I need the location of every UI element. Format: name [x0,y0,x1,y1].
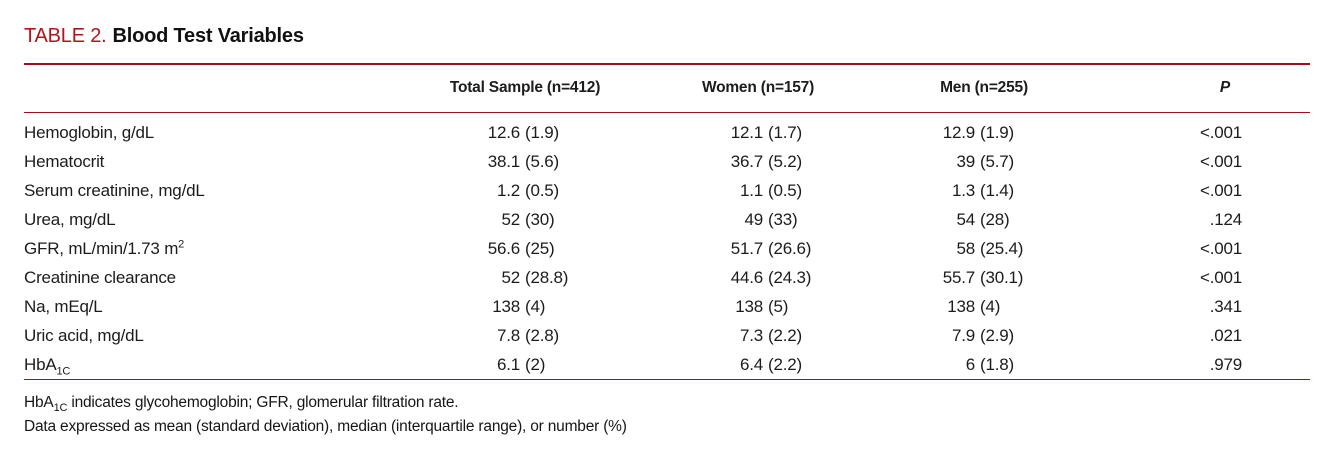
cell-p-value: <.001 [1199,267,1242,287]
footnote-abbreviations: HbA1C indicates glycohemoglobin; GFR, gl… [24,393,459,414]
table-row: Creatinine clearance 52 (28.8) 44.6 (24.3)… [24,263,1310,292]
cell-total: 52 (28.8) [501,267,569,287]
cell-men: 12.9 (1.9) [942,122,1014,142]
table-row: Serum creatinine, mg/dL 1.2 (0.5) 1.1 (0.5… [24,176,1310,205]
column-header-variable [24,65,430,113]
row-label: Urea, mg/dL [24,209,116,229]
table-row: GFR, mL/min/1.73 m2 56.6 (25) 51.7 (26.6) … [24,234,1310,263]
cell-women: 7.3 (2.2) [739,325,802,345]
table-row: Hemoglobin, g/dL 12.6 (1.9) 12.1 (1.7) 12.… [24,112,1310,147]
table-footnotes: HbA1C indicates glycohemoglobin; GFR, gl… [24,391,1310,439]
cell-total: 56.6 (25) [487,238,555,258]
column-header-women: Women (n=157) [620,65,860,113]
row-label: Uric acid, mg/dL [24,325,144,345]
cell-men: 6 (1.8) [965,354,1014,374]
row-label: Na, mEq/L [24,296,103,316]
row-label: Creatinine clearance [24,267,176,287]
cell-women: 138 (5) [735,296,789,316]
cell-men: 54 (28) [956,209,1010,229]
cell-women: 12.1 (1.7) [730,122,802,142]
cell-men: 1.3 (1.4) [951,180,1014,200]
cell-p-value: .341 [1209,296,1242,316]
row-label: GFR, mL/min/1.73 m2 [24,237,185,258]
cell-women: 51.7 (26.6) [730,238,812,258]
cell-total: 6.1 (2) [496,354,546,374]
row-label: Hematocrit [24,151,105,171]
cell-total: 52 (30) [501,209,555,229]
blood-test-table: Total Sample (n=412) Women (n=157) Men (… [24,65,1310,384]
column-header-men: Men (n=255) [860,65,1070,113]
row-label: Serum creatinine, mg/dL [24,180,205,200]
column-header-p: P [1070,65,1310,113]
column-header-total: Total Sample (n=412) [430,65,620,113]
row-label: Hemoglobin, g/dL [24,122,155,142]
table-row: Hematocrit 38.1 (5.6) 36.7 (5.2) 39 (5.7) <… [24,147,1310,176]
table-title: TABLE 2. Blood Test Variables [24,25,1310,48]
table-row: Na, mEq/L 138 (4) 138 (5) 138 (4) .341 [24,292,1310,321]
cell-women: 44.6 (24.3) [730,267,812,287]
cell-p-value: .021 [1209,325,1242,345]
table-row: HbA1C 6.1 (2) 6.4 (2.2) 6 (1.8) .979 [24,350,1310,380]
table-row: Urea, mg/dL 52 (30) 49 (33) 54 (28) .124 [24,205,1310,234]
cell-men: 7.9 (2.9) [951,325,1014,345]
table-title-text: Blood Test Variables [112,25,304,47]
table-figure: TABLE 2. Blood Test Variables Total Sampl… [24,0,1310,439]
cell-total: 7.8 (2.8) [496,325,559,345]
header-row: Total Sample (n=412) Women (n=157) Men (… [24,65,1310,113]
cell-men: 58 (25.4) [956,238,1024,258]
cell-p-value: .124 [1209,209,1242,229]
footnote-data-format: Data expressed as mean (standard deviati… [24,417,627,435]
table-row: Uric acid, mg/dL 7.8 (2.8) 7.3 (2.2) 7.9 (2… [24,321,1310,350]
cell-p-value: .979 [1209,354,1242,374]
cell-women: 6.4 (2.2) [739,354,802,374]
cell-total: 12.6 (1.9) [487,122,559,142]
cell-p-value: <.001 [1199,122,1242,142]
cell-total: 38.1 (5.6) [487,151,559,171]
cell-women: 1.1 (0.5) [739,180,802,200]
cell-total: 138 (4) [492,296,546,316]
row-label: HbA1C [24,354,71,377]
cell-men: 39 (5.7) [956,151,1014,171]
cell-total: 1.2 (0.5) [496,180,559,200]
cell-p-value: <.001 [1199,180,1242,200]
cell-men: 138 (4) [947,296,1001,316]
cell-men: 55.7 (30.1) [942,267,1024,287]
table-number-label: TABLE 2. [24,25,107,47]
title-rule [24,63,1310,65]
cell-p-value: <.001 [1199,238,1242,258]
cell-p-value: <.001 [1199,151,1242,171]
bottom-rule [24,378,1310,384]
cell-women: 36.7 (5.2) [730,151,802,171]
cell-women: 49 (33) [744,209,798,229]
